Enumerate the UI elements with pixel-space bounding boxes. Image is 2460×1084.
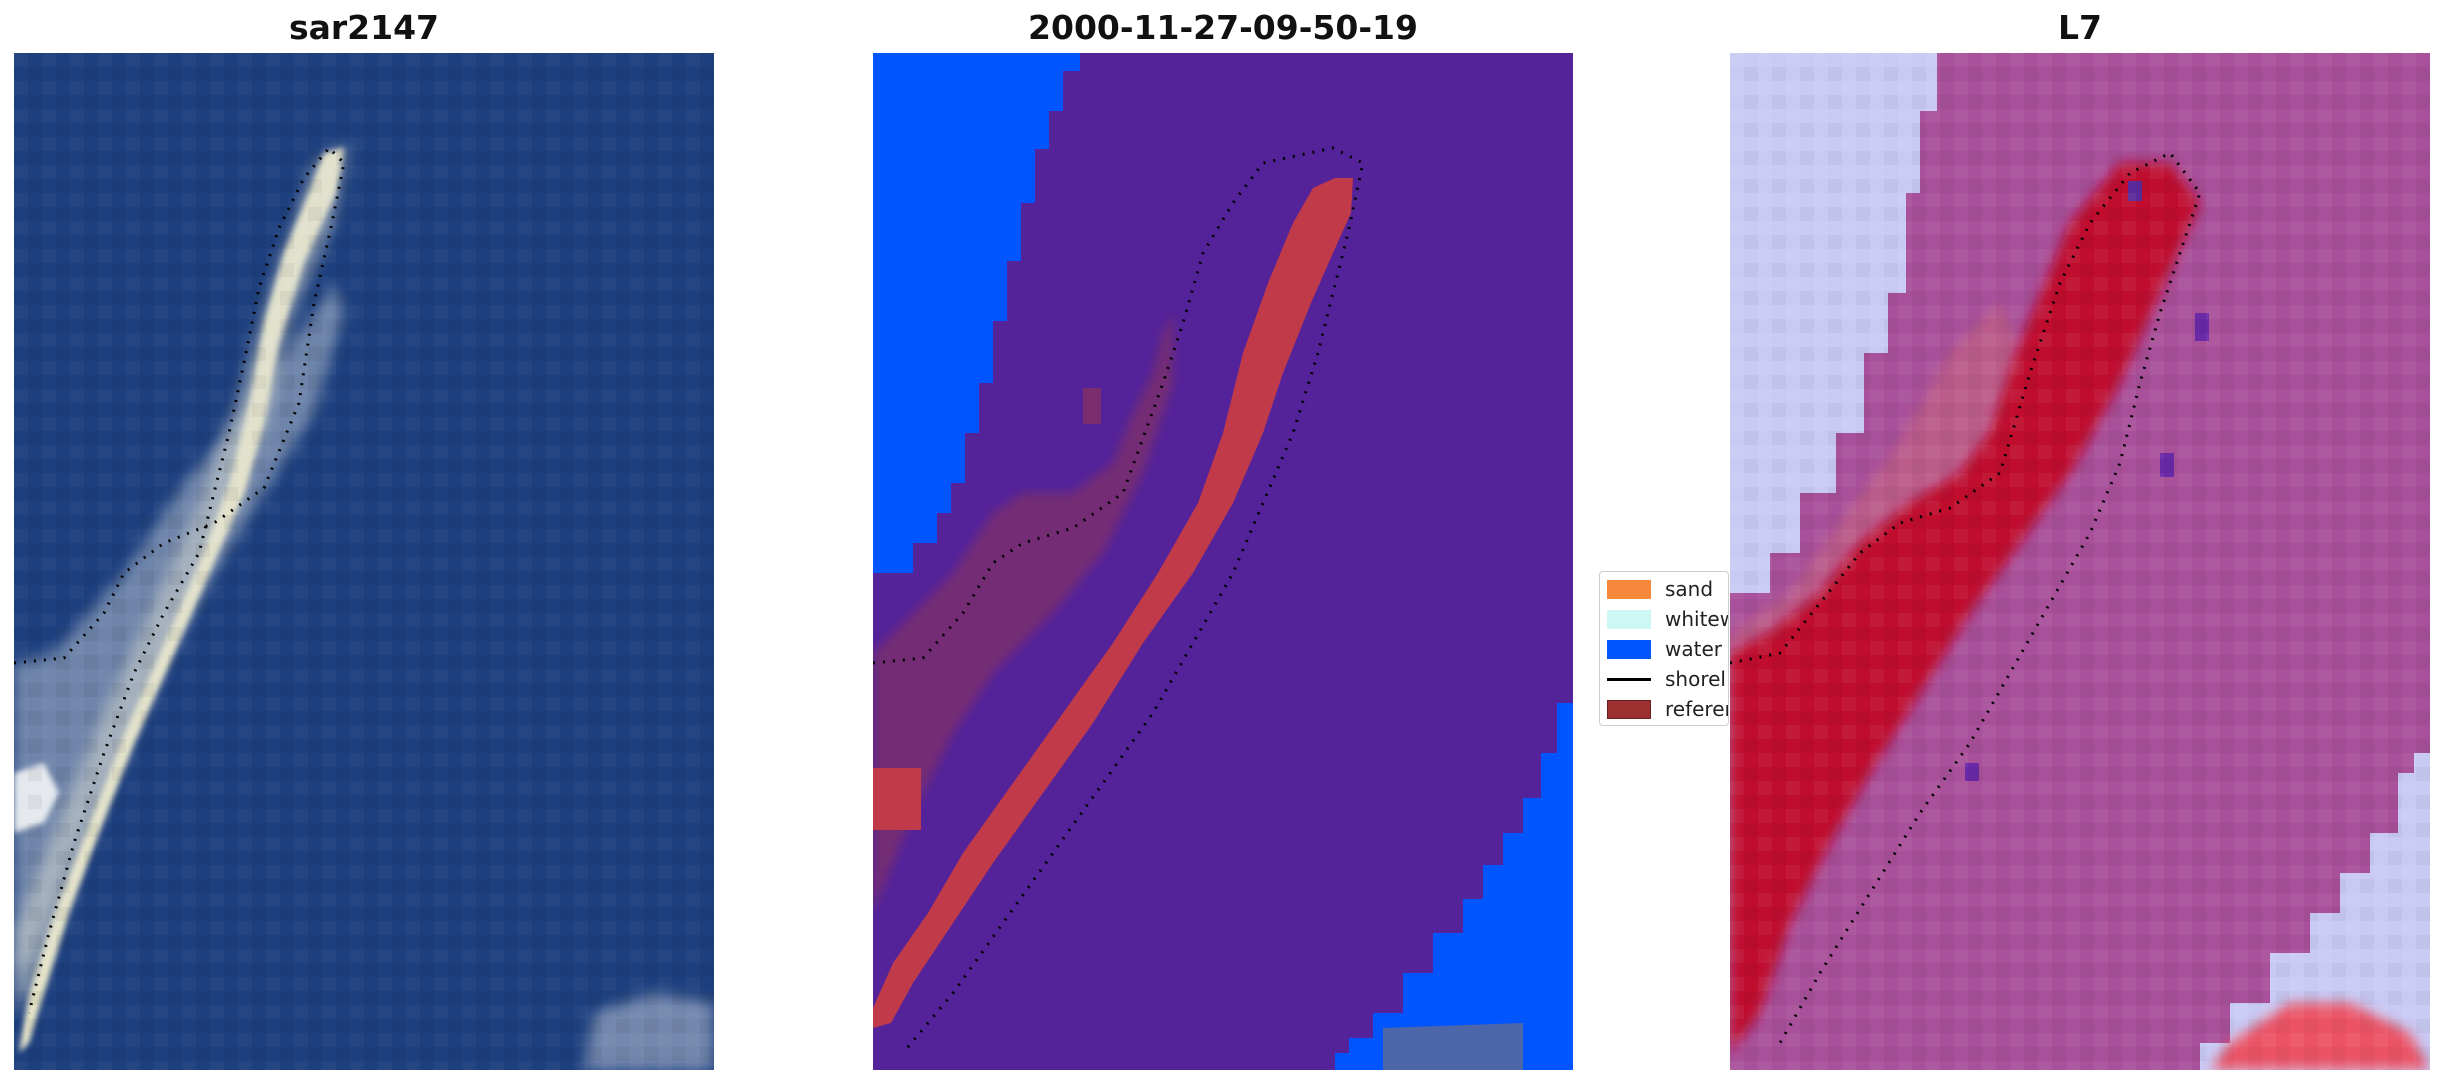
- legend-label-reference: referer: [1665, 697, 1729, 721]
- classification-map: [873, 53, 1573, 1070]
- rgb-image-panel: [14, 53, 714, 1070]
- class-bottom-patch: [1383, 1023, 1523, 1070]
- classification-panel: [873, 53, 1573, 1070]
- legend-item-water: water: [1607, 635, 1722, 663]
- class-water-bottomright: [1335, 703, 1573, 1070]
- class-water-topleft: [873, 53, 1080, 573]
- index-map: [1730, 53, 2430, 1070]
- reference-swatch: [1607, 699, 1651, 719]
- index-panel: [1730, 53, 2430, 1070]
- legend-item-shoreline: shorel: [1607, 665, 1726, 693]
- panel-title-classification: 2000-11-27-09-50-19: [1028, 8, 1418, 47]
- sand-swatch: [1607, 579, 1651, 599]
- legend-label-water: water: [1665, 637, 1722, 661]
- legend-label-sand: sand: [1665, 577, 1714, 601]
- panel-title-index: L7: [2058, 8, 2102, 47]
- class-spit-fragment: [873, 768, 921, 830]
- legend-item-reference: referer: [1607, 695, 1729, 723]
- class-land-block: [1083, 388, 1101, 424]
- index-pixel-texture: [1730, 53, 2430, 1070]
- legend-item-whitewater: whitew: [1607, 605, 1729, 633]
- class-spit: [873, 178, 1353, 1028]
- class-land: [873, 313, 1173, 913]
- rgb-pixel-texture: [14, 53, 714, 1070]
- shoreline-line-icon: [1607, 670, 1651, 689]
- rgb-image: [14, 53, 714, 1070]
- legend-label-whitewater: whitew: [1665, 607, 1729, 631]
- panel-title-rgb: sar2147: [288, 8, 440, 47]
- water-swatch: [1607, 639, 1651, 659]
- whitewater-swatch: [1607, 609, 1651, 629]
- legend-item-sand: sand: [1607, 575, 1713, 603]
- legend-label-shoreline: shorel: [1665, 667, 1726, 691]
- legend: sand whitew water shorel referer: [1599, 571, 1729, 726]
